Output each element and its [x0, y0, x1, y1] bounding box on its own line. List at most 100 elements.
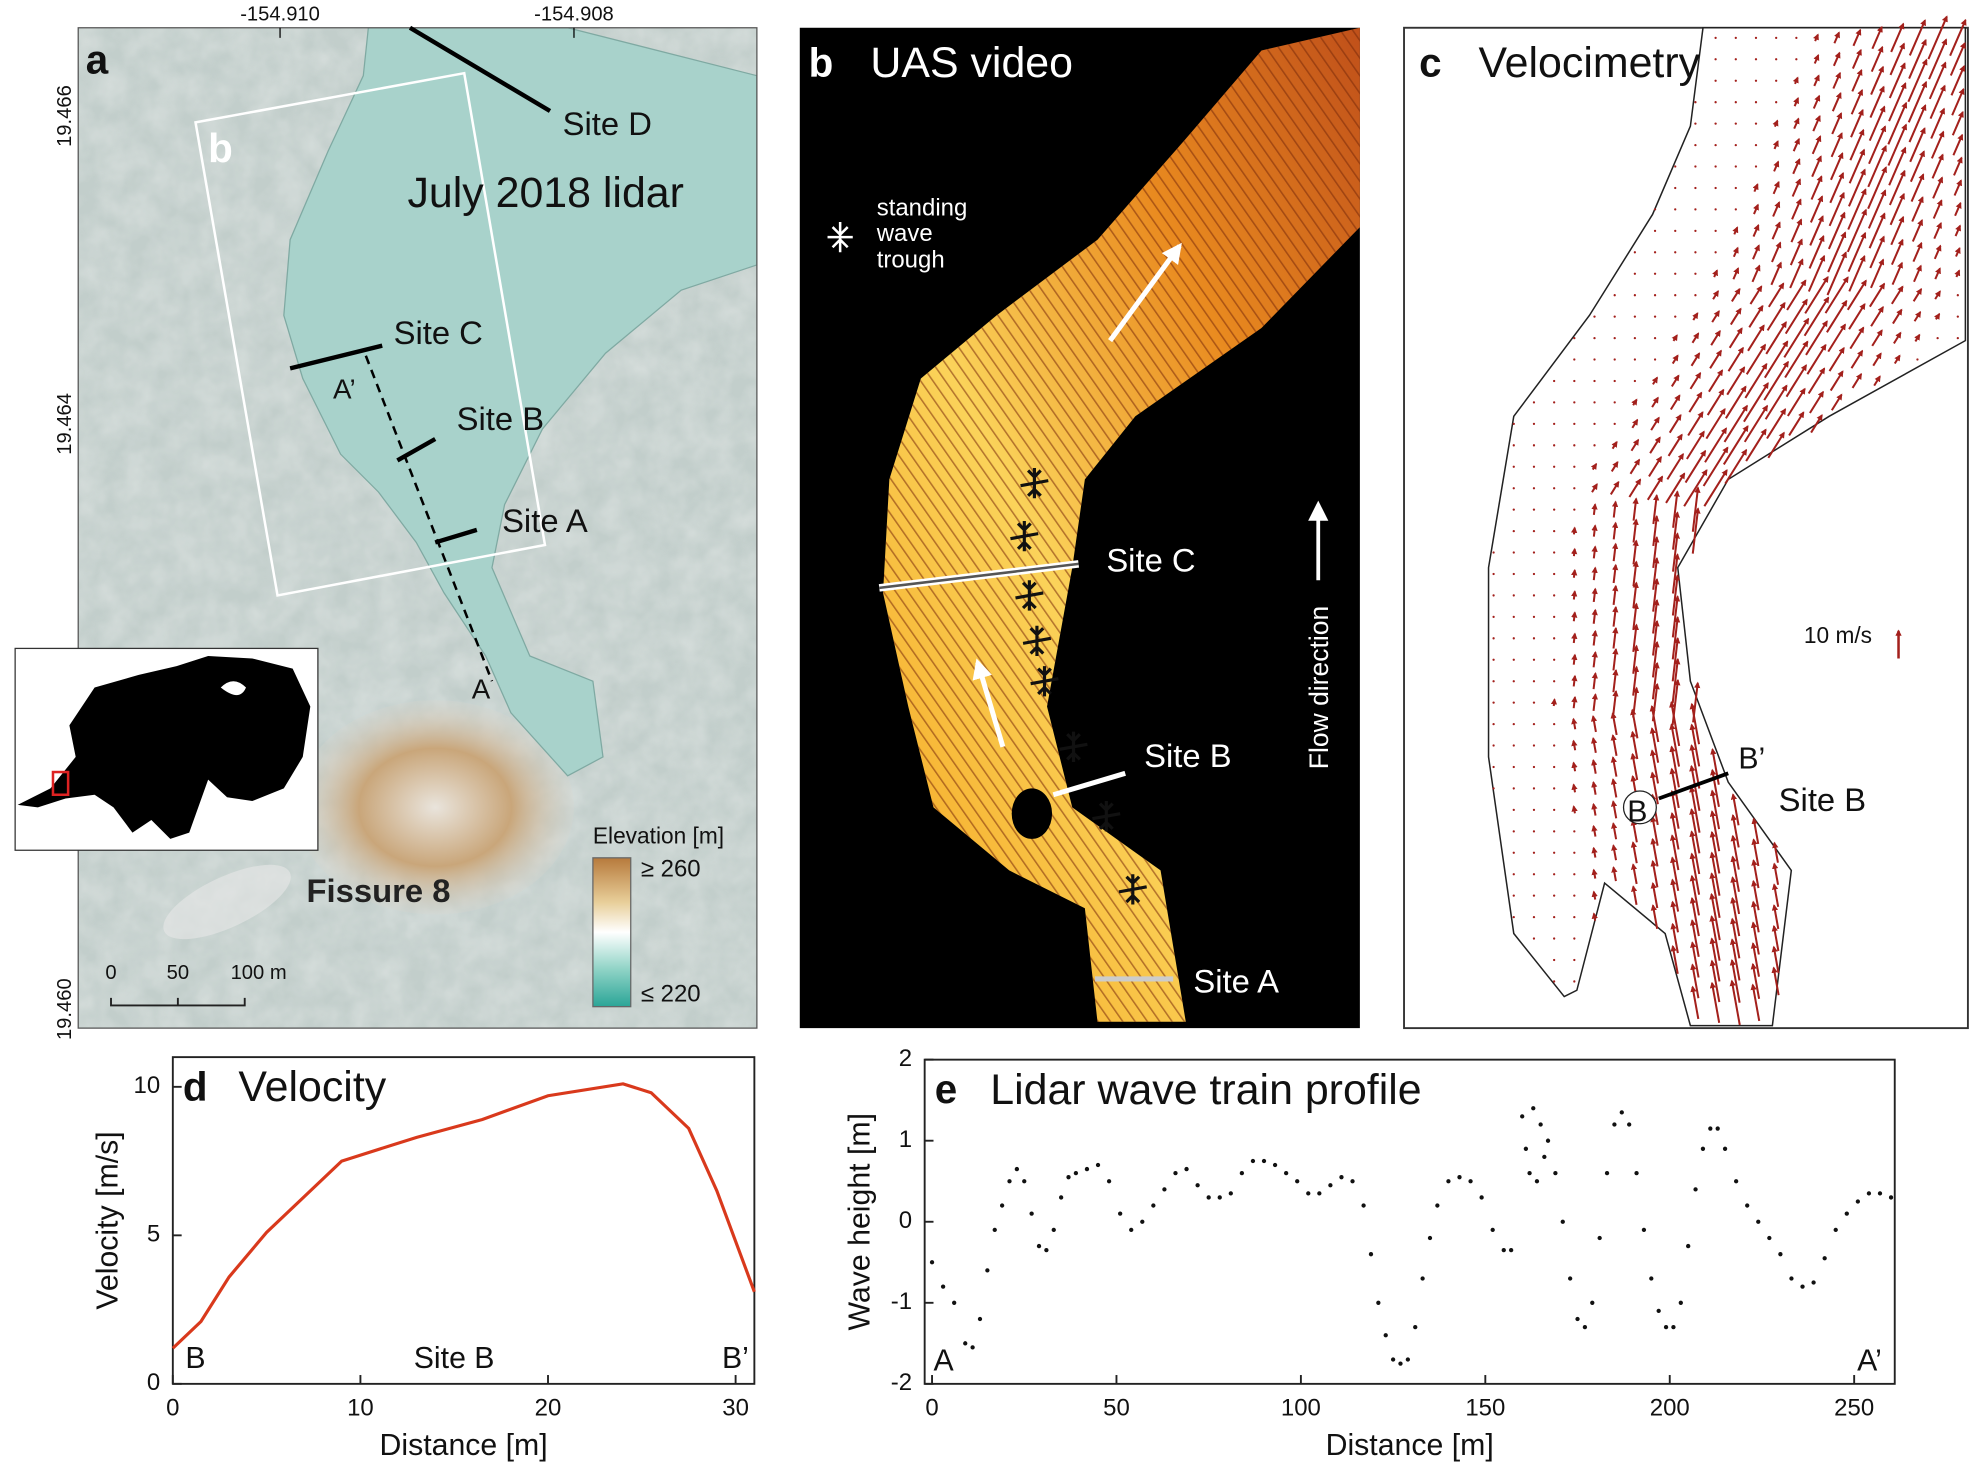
velocity-arrow	[1687, 411, 1704, 437]
velocity-arrow	[1813, 33, 1819, 42]
profile-point	[1767, 1235, 1772, 1241]
velocity-arrow	[1591, 780, 1598, 795]
velocity-dot	[1532, 830, 1536, 833]
profile-point	[1036, 1243, 1042, 1249]
velocity-dot	[1694, 294, 1697, 297]
velocity-arrow	[1790, 218, 1803, 243]
velocity-arrow	[1767, 282, 1785, 308]
profile-point	[1173, 1170, 1178, 1176]
velocity-dot	[1553, 615, 1556, 619]
velocity-arrow	[1751, 879, 1760, 911]
velocity-dot	[1553, 958, 1556, 962]
profile-point	[1383, 1333, 1388, 1338]
velocity-dot	[1553, 594, 1556, 597]
velocity-arrow	[1692, 312, 1699, 321]
velocity-dot	[1553, 765, 1556, 769]
velocity-dot	[1532, 508, 1536, 511]
velocity-dot	[1714, 143, 1717, 147]
annotation: A’	[1857, 1344, 1882, 1377]
wave-troughs	[1010, 468, 1147, 905]
chart-title: Lidar wave train profile	[990, 1066, 1421, 1114]
velocity-arrow	[1827, 323, 1847, 353]
velocity-arrow	[1934, 267, 1941, 280]
velocity-dot	[1553, 787, 1556, 790]
velocity-arrow	[1743, 404, 1769, 443]
velocity-dot	[1613, 294, 1616, 297]
velocity-arrow	[1591, 566, 1598, 581]
velocity-arrow	[1752, 183, 1759, 193]
velocity-arrow	[1670, 900, 1679, 933]
velocity-arrow	[1811, 135, 1822, 155]
panel-label: b	[809, 39, 834, 85]
profile-point	[1350, 1179, 1355, 1184]
velocity-arrow	[1672, 511, 1680, 550]
velocity-arrow	[1824, 276, 1849, 314]
velocity-arrow	[1750, 962, 1761, 999]
velocity-arrow	[1591, 545, 1598, 559]
site-label: Site A	[1193, 963, 1279, 1000]
velocity-arrow	[1890, 238, 1904, 266]
velocity-dot	[1916, 358, 1919, 361]
velocity-dot	[1754, 36, 1758, 39]
profile-point	[952, 1300, 957, 1305]
x-tick-label: 150	[1465, 1394, 1505, 1421]
velocity-arrow	[1748, 304, 1764, 328]
velocity-arrow	[1571, 805, 1578, 814]
velocity-arrow	[1646, 475, 1664, 501]
velocity-dot	[1613, 358, 1616, 361]
profile-point	[1007, 1179, 1012, 1184]
profile-point	[1446, 1179, 1451, 1184]
profile-point	[1390, 1357, 1396, 1362]
velocity-arrow	[1571, 590, 1578, 600]
velocity-arrow	[1826, 251, 1847, 296]
velocity-dot	[1653, 336, 1657, 340]
velocity-dot	[1734, 208, 1737, 211]
velocity-arrow	[1571, 761, 1578, 772]
velocity-arrow	[1591, 587, 1598, 603]
velocity-arrow	[1632, 539, 1639, 565]
velocity-arrow	[1591, 672, 1598, 690]
velocity-arrow	[1671, 354, 1679, 365]
velocity-arrow	[1913, 310, 1922, 322]
velocity-arrow	[1590, 462, 1598, 471]
velocity-arrow	[1702, 446, 1729, 487]
site-b-line	[1052, 770, 1126, 798]
velocity-arrow	[1909, 150, 1925, 183]
profile-point	[1693, 1187, 1698, 1192]
velocity-dot	[1734, 101, 1737, 104]
chart-title: Velocity	[238, 1063, 386, 1111]
velocity-arrow	[1612, 584, 1619, 605]
velocity-arrow	[1851, 372, 1863, 389]
velocity-arrow	[1850, 108, 1864, 138]
velocity-dot	[1532, 787, 1536, 790]
panel-title: July 2018 lidar	[407, 169, 683, 217]
velocity-arrow	[1927, 15, 1948, 60]
scale-label: 10 m/s	[1804, 622, 1872, 648]
velocity-arrow	[1753, 203, 1759, 215]
velocity-arrow	[1723, 404, 1748, 443]
velocity-arrow	[1631, 885, 1638, 906]
trough-marker	[1010, 521, 1039, 552]
velocity-arrow	[1690, 963, 1700, 999]
lat-tick-label: 19.466	[54, 85, 76, 147]
velocity-arrow	[1871, 25, 1883, 50]
velocity-arrow	[1793, 97, 1800, 107]
velocity-arrow	[1629, 458, 1641, 475]
y-tick-label: 2	[899, 1045, 912, 1072]
profile-point	[1641, 1227, 1647, 1233]
velocity-dot	[1573, 980, 1576, 983]
velocity-arrow	[1786, 279, 1807, 311]
colorbar-min: ≤ 220	[641, 981, 701, 1008]
velocity-arrow	[1670, 922, 1679, 954]
velocity-arrow	[1751, 859, 1760, 889]
velocity-arrow	[1571, 674, 1578, 687]
velocity-arrow	[1914, 333, 1921, 342]
velocity-dot	[1512, 765, 1515, 769]
velocity-arrow	[1747, 324, 1765, 352]
x-tick-label: 20	[535, 1394, 562, 1421]
velocity-arrow	[1750, 942, 1760, 977]
inset-label: b	[208, 125, 233, 171]
profile-point	[929, 1260, 935, 1265]
velocity-dot	[1573, 465, 1576, 468]
